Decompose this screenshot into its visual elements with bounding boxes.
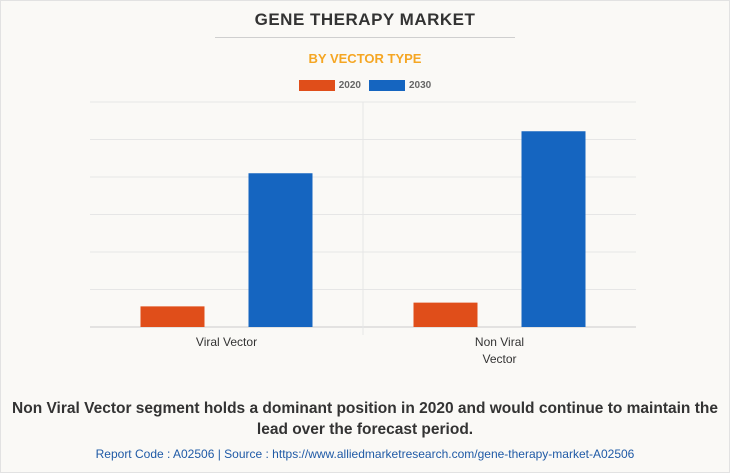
chart-subtitle: BY VECTOR TYPE [308,51,422,66]
title-divider [215,37,515,38]
legend-label-2020: 2020 [338,80,361,91]
legend-swatch-2020 [298,80,335,91]
bar-2030-non-viral-vector[interactable] [521,131,586,327]
bar-2020-non-viral-vector[interactable] [413,302,478,327]
chart-caption: Non Viral Vector segment holds a dominan… [12,400,718,438]
legend-label-2030: 2030 [409,80,432,91]
bar-2030-viral-vector[interactable] [248,173,313,327]
chart-title: GENE THERAPY MARKET [254,10,476,29]
x-tick-label-non-viral-vector: Non Viral Vector [474,335,525,366]
legend-item-2020[interactable]: 2020 [298,80,361,91]
source-link[interactable]: Report Code : A02506 | Source : https://… [95,447,635,461]
legend-swatch-2030 [369,80,405,91]
chart-legend: 2020 2030 [0,80,730,91]
legend-item-2030[interactable]: 2030 [369,80,431,91]
bar-2020-viral-vector[interactable] [140,306,205,327]
x-tick-label-viral-vector: Viral Vector [195,335,258,349]
